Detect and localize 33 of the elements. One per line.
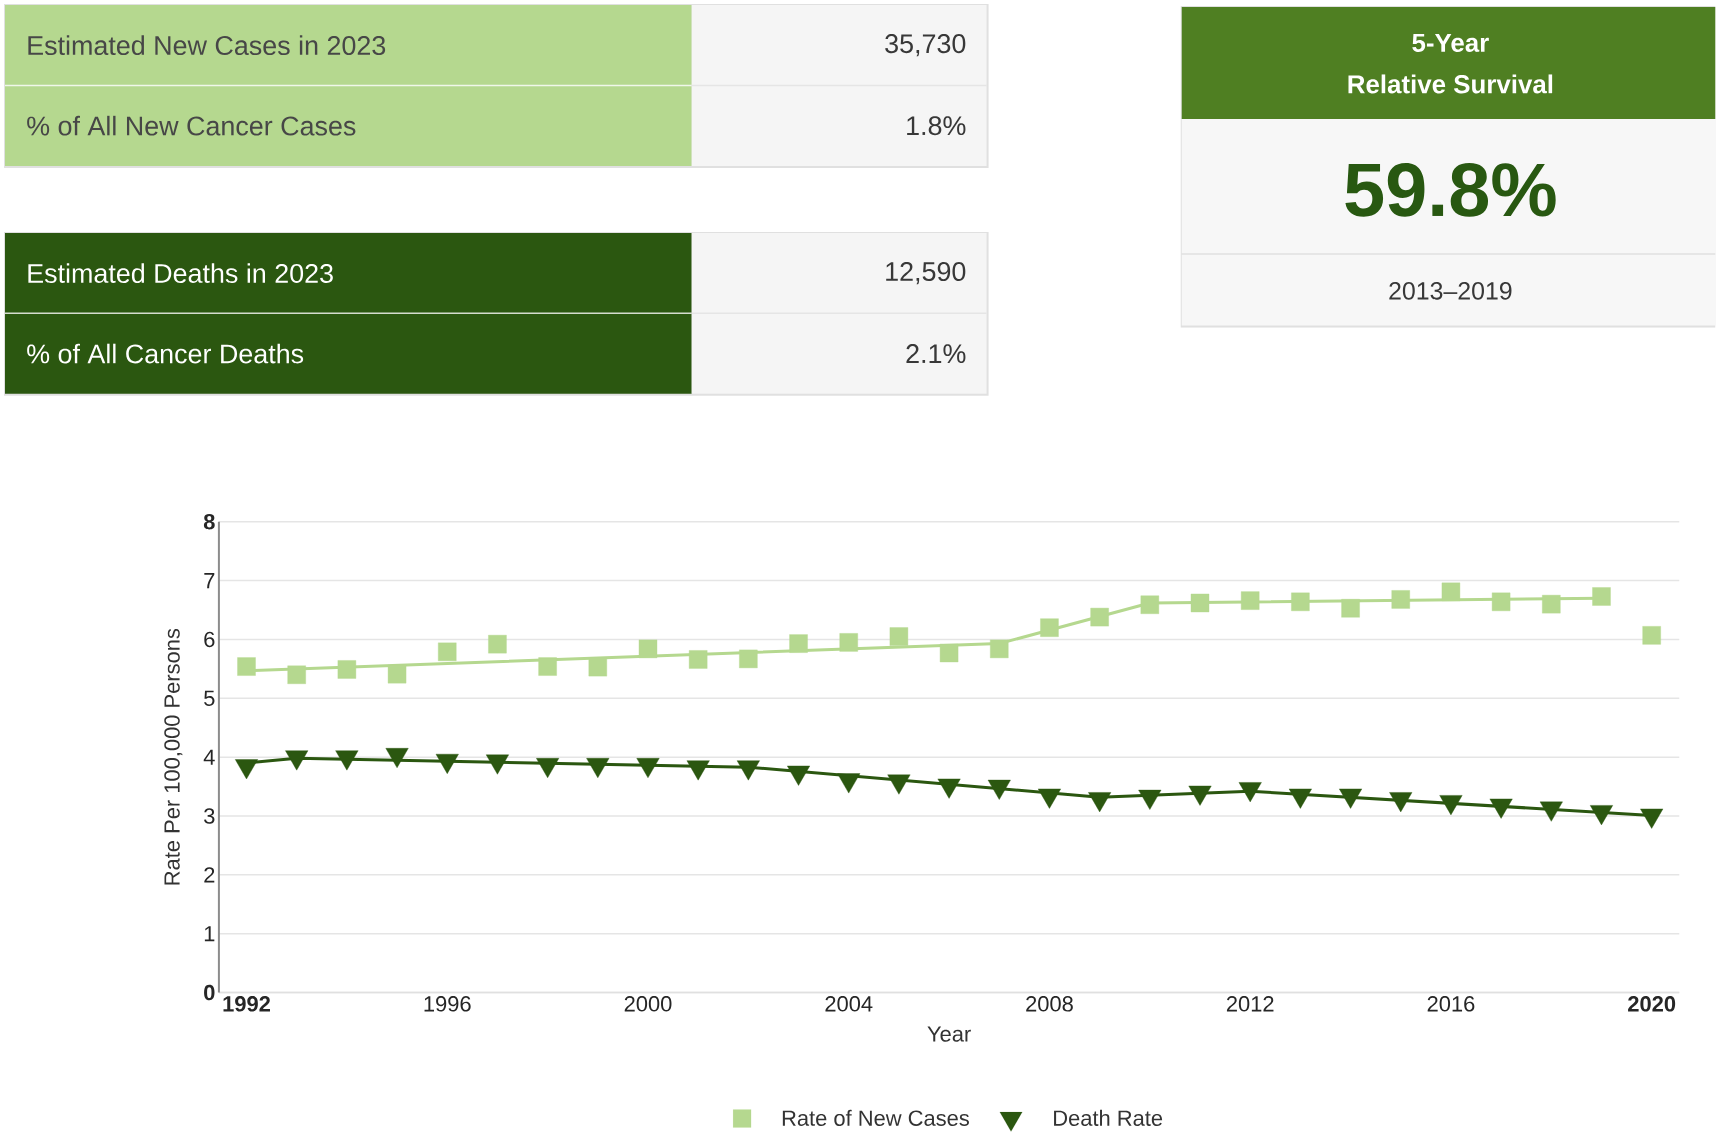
y-tick-label: 7 — [204, 573, 215, 589]
y-tick-label: 6 — [204, 631, 215, 648]
x-tick-label: 2004 — [825, 996, 873, 1012]
legend-label: Death Rate — [1054, 1110, 1163, 1127]
x-tick-label: 2000 — [624, 996, 672, 1012]
text: 59.8% — [1345, 163, 1556, 217]
text: 1.8% — [907, 116, 966, 136]
text: 2.1% — [906, 344, 966, 364]
y-tick-label: 3 — [204, 808, 215, 825]
text: Estimated New Cases in 2023 — [28, 35, 386, 56]
y-tick-label: 4 — [203, 749, 215, 765]
x-tick-label: 1996 — [424, 996, 471, 1012]
text: Estimated Deaths in 2023 — [28, 263, 333, 284]
x-tick-label: 2012 — [1226, 996, 1274, 1012]
y-tick-label: 0 — [204, 985, 215, 1001]
x-tick-label: 2016 — [1427, 996, 1475, 1012]
y-tick-label: 1 — [204, 926, 215, 942]
y-tick-label: 5 — [204, 690, 215, 707]
y-axis-title: Rate Per 100,000 Persons — [164, 629, 183, 885]
x-tick-label: 2008 — [1026, 996, 1073, 1012]
text: 2013–2019 — [1389, 282, 1512, 300]
text: % of All Cancer Deaths — [27, 343, 304, 364]
y-tick-label: 8 — [203, 514, 215, 530]
text: Relative Survival — [1348, 74, 1553, 94]
x-tick-label: 2020 — [1628, 996, 1676, 1012]
x-axis-title: Year — [927, 1026, 971, 1042]
text: % of All New Cancer Cases — [27, 116, 356, 136]
x-tick-label: 1992 — [223, 996, 270, 1012]
text: 5-Year — [1412, 34, 1489, 53]
y-tick-label: 2 — [204, 867, 215, 883]
legend-label: Rate of New Cases — [782, 1110, 969, 1127]
text: 35,730 — [885, 34, 966, 57]
text: 12,590 — [886, 262, 966, 285]
